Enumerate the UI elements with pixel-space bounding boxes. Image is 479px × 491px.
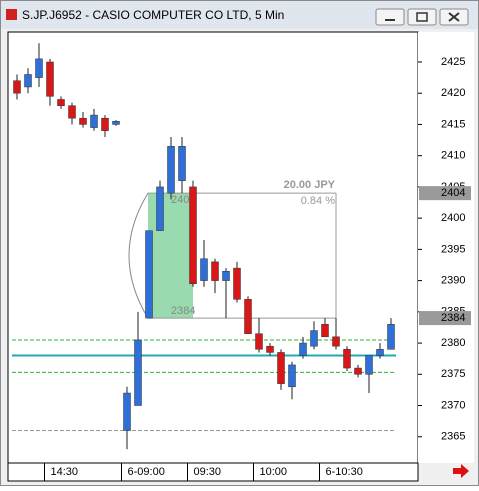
price-marker-label: 2384: [441, 312, 465, 324]
candle-body: [321, 324, 329, 338]
y-tick-label: 2415: [441, 118, 465, 130]
candle-body: [134, 339, 142, 406]
candle-body: [244, 299, 252, 334]
x-tick-label: 10:00: [260, 466, 288, 478]
y-tick-label: 2380: [441, 337, 465, 349]
x-tick-label: 09:30: [194, 466, 222, 478]
window-buttons[interactable]: [375, 8, 469, 26]
candle-body: [200, 258, 208, 281]
candle-body: [266, 345, 274, 353]
y-tick-label: 2375: [441, 368, 465, 380]
x-tick-label: 6-09:00: [128, 466, 165, 478]
candle-body: [112, 121, 120, 125]
candle-body: [189, 186, 197, 284]
candle-body: [211, 261, 219, 281]
measure-arc: [128, 192, 149, 319]
candle-body: [222, 270, 230, 281]
candle-body: [387, 324, 395, 350]
candle-body: [365, 355, 373, 375]
candle-body: [299, 342, 307, 356]
candle-body: [288, 364, 296, 388]
y-tick-label: 2425: [441, 56, 465, 68]
price-marker: [419, 186, 471, 201]
candle-body: [35, 58, 43, 78]
candle-body: [57, 99, 65, 106]
candle-body: [101, 117, 109, 131]
scroll-arrow[interactable]: [453, 464, 469, 478]
price-axis: [418, 32, 474, 463]
candle-body: [310, 330, 318, 347]
candle-body: [255, 333, 263, 350]
candle-body: [68, 105, 76, 119]
candle-body: [233, 267, 241, 300]
x-tick-label: 6-10:30: [326, 466, 363, 478]
candle-body: [13, 80, 21, 94]
window-title: S.JP.J6952 - CASIO COMPUTER CO LTD, 5 Mi…: [22, 8, 284, 22]
candle-body: [277, 352, 285, 384]
app-icon: [6, 9, 17, 20]
minimize-button[interactable]: [375, 8, 405, 26]
candle-body: [343, 349, 351, 369]
candle-body: [24, 74, 32, 88]
plot-area: [7, 31, 419, 464]
y-tick-label: 2365: [441, 431, 465, 443]
time-axis: [7, 462, 419, 482]
maximize-button[interactable]: [407, 8, 437, 26]
measure-range: [148, 193, 193, 319]
price-marker-label: 2404: [441, 187, 465, 199]
price-marker: [419, 311, 471, 326]
candle-body: [145, 230, 153, 319]
candle-body: [46, 61, 54, 97]
x-tick-label: 14:30: [51, 466, 79, 478]
candle-body: [90, 114, 98, 128]
candle-body: [354, 367, 362, 375]
candle-body: [167, 146, 175, 194]
y-tick-label: 2395: [441, 243, 465, 255]
candle-body: [79, 117, 87, 125]
maximize-glyph: [416, 12, 428, 22]
y-tick-label: 2420: [441, 87, 465, 99]
candle-body: [332, 336, 340, 347]
candle-body: [156, 186, 164, 231]
measure-from-label: 2384: [171, 305, 195, 317]
measure-percent: 0.84 %: [301, 195, 335, 207]
y-tick-label: 2390: [441, 275, 465, 287]
measure-change: 20.00 JPY: [284, 179, 336, 191]
candle-body: [178, 146, 186, 181]
candle-body: [376, 349, 384, 356]
y-tick-label: 2410: [441, 150, 465, 162]
candle-body: [123, 392, 131, 431]
y-tick-label: 2370: [441, 399, 465, 411]
y-tick-label: 2400: [441, 212, 465, 224]
close-glyph: [448, 12, 460, 22]
